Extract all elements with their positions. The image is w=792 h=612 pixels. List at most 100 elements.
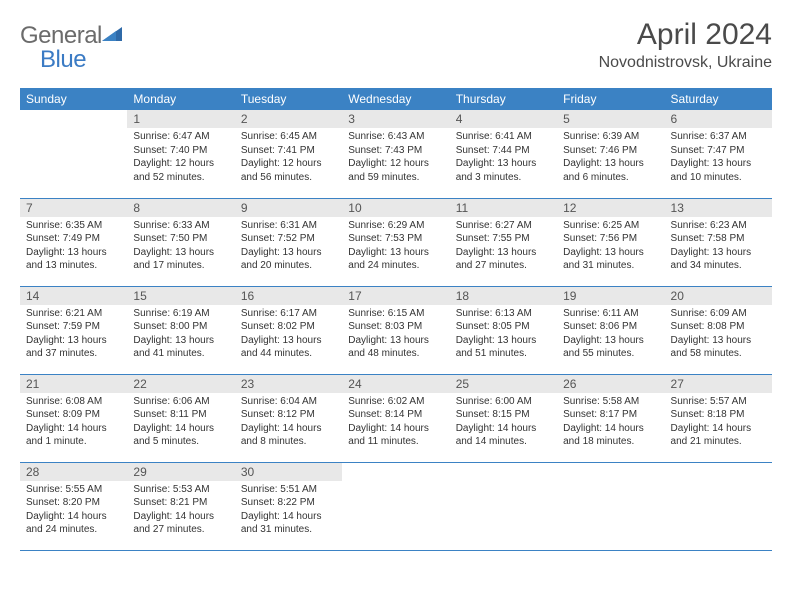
daylight-line: Daylight: 14 hours and 21 minutes. [671,422,766,449]
sunset-line: Sunset: 8:14 PM [348,408,443,422]
calendar-header-row: SundayMondayTuesdayWednesdayThursdayFrid… [20,88,772,110]
calendar-table: SundayMondayTuesdayWednesdayThursdayFrid… [20,88,772,551]
day-details: Sunrise: 6:33 AMSunset: 7:50 PMDaylight:… [127,217,234,277]
day-number: 26 [557,375,664,393]
calendar-day-cell: 29Sunrise: 5:53 AMSunset: 8:21 PMDayligh… [127,462,234,550]
sunset-line: Sunset: 8:21 PM [133,496,228,510]
location: Novodnistrovsk, Ukraine [599,54,772,72]
day-details: Sunrise: 6:15 AMSunset: 8:03 PMDaylight:… [342,305,449,365]
weekday-header: Friday [557,88,664,110]
day-details: Sunrise: 6:47 AMSunset: 7:40 PMDaylight:… [127,128,234,188]
daylight-line: Daylight: 13 hours and 6 minutes. [563,157,658,184]
day-details: Sunrise: 6:04 AMSunset: 8:12 PMDaylight:… [235,393,342,453]
daylight-line: Daylight: 13 hours and 41 minutes. [133,334,228,361]
day-number: 17 [342,287,449,305]
sunset-line: Sunset: 7:47 PM [671,144,766,158]
sunrise-line: Sunrise: 5:51 AM [241,483,336,497]
calendar-day-cell: 24Sunrise: 6:02 AMSunset: 8:14 PMDayligh… [342,374,449,462]
sunrise-line: Sunrise: 6:47 AM [133,130,228,144]
calendar-day-cell: 14Sunrise: 6:21 AMSunset: 7:59 PMDayligh… [20,286,127,374]
sunset-line: Sunset: 8:08 PM [671,320,766,334]
calendar-day-cell: 17Sunrise: 6:15 AMSunset: 8:03 PMDayligh… [342,286,449,374]
daylight-line: Daylight: 14 hours and 31 minutes. [241,510,336,537]
daylight-line: Daylight: 13 hours and 34 minutes. [671,246,766,273]
day-details: Sunrise: 5:55 AMSunset: 8:20 PMDaylight:… [20,481,127,541]
weekday-header: Saturday [665,88,772,110]
daylight-line: Daylight: 13 hours and 10 minutes. [671,157,766,184]
calendar-empty-cell [20,110,127,198]
calendar-day-cell: 4Sunrise: 6:41 AMSunset: 7:44 PMDaylight… [450,110,557,198]
calendar-week-row: 14Sunrise: 6:21 AMSunset: 7:59 PMDayligh… [20,286,772,374]
calendar-day-cell: 23Sunrise: 6:04 AMSunset: 8:12 PMDayligh… [235,374,342,462]
calendar-empty-cell [557,462,664,550]
calendar-day-cell: 6Sunrise: 6:37 AMSunset: 7:47 PMDaylight… [665,110,772,198]
calendar-day-cell: 10Sunrise: 6:29 AMSunset: 7:53 PMDayligh… [342,198,449,286]
calendar-day-cell: 20Sunrise: 6:09 AMSunset: 8:08 PMDayligh… [665,286,772,374]
day-number: 28 [20,463,127,481]
sunrise-line: Sunrise: 6:41 AM [456,130,551,144]
daylight-line: Daylight: 13 hours and 37 minutes. [26,334,121,361]
day-details: Sunrise: 6:00 AMSunset: 8:15 PMDaylight:… [450,393,557,453]
calendar-empty-cell [342,462,449,550]
sunset-line: Sunset: 8:11 PM [133,408,228,422]
daylight-line: Daylight: 13 hours and 27 minutes. [456,246,551,273]
daylight-line: Daylight: 13 hours and 55 minutes. [563,334,658,361]
sunrise-line: Sunrise: 6:09 AM [671,307,766,321]
calendar-day-cell: 5Sunrise: 6:39 AMSunset: 7:46 PMDaylight… [557,110,664,198]
day-number: 11 [450,199,557,217]
sunset-line: Sunset: 7:58 PM [671,232,766,246]
sunset-line: Sunset: 8:00 PM [133,320,228,334]
day-details: Sunrise: 6:37 AMSunset: 7:47 PMDaylight:… [665,128,772,188]
sunrise-line: Sunrise: 6:23 AM [671,219,766,233]
day-number: 16 [235,287,342,305]
daylight-line: Daylight: 14 hours and 27 minutes. [133,510,228,537]
weekday-header: Wednesday [342,88,449,110]
sunset-line: Sunset: 7:41 PM [241,144,336,158]
sunrise-line: Sunrise: 6:06 AM [133,395,228,409]
daylight-line: Daylight: 13 hours and 17 minutes. [133,246,228,273]
sunrise-line: Sunrise: 6:35 AM [26,219,121,233]
calendar-day-cell: 18Sunrise: 6:13 AMSunset: 8:05 PMDayligh… [450,286,557,374]
day-details: Sunrise: 6:23 AMSunset: 7:58 PMDaylight:… [665,217,772,277]
day-details: Sunrise: 6:41 AMSunset: 7:44 PMDaylight:… [450,128,557,188]
sunset-line: Sunset: 7:52 PM [241,232,336,246]
day-number: 6 [665,110,772,128]
day-details: Sunrise: 6:25 AMSunset: 7:56 PMDaylight:… [557,217,664,277]
sunrise-line: Sunrise: 6:43 AM [348,130,443,144]
sunrise-line: Sunrise: 6:31 AM [241,219,336,233]
calendar-day-cell: 1Sunrise: 6:47 AMSunset: 7:40 PMDaylight… [127,110,234,198]
logo-text-blue: Blue [40,46,86,74]
day-number: 18 [450,287,557,305]
sunset-line: Sunset: 8:02 PM [241,320,336,334]
sunset-line: Sunset: 8:18 PM [671,408,766,422]
calendar-day-cell: 3Sunrise: 6:43 AMSunset: 7:43 PMDaylight… [342,110,449,198]
daylight-line: Daylight: 14 hours and 8 minutes. [241,422,336,449]
day-details: Sunrise: 5:51 AMSunset: 8:22 PMDaylight:… [235,481,342,541]
calendar-week-row: 28Sunrise: 5:55 AMSunset: 8:20 PMDayligh… [20,462,772,550]
sunrise-line: Sunrise: 6:33 AM [133,219,228,233]
day-number: 2 [235,110,342,128]
title-block: April 2024 Novodnistrovsk, Ukraine [599,18,772,72]
weekday-header: Tuesday [235,88,342,110]
sunset-line: Sunset: 7:55 PM [456,232,551,246]
day-details: Sunrise: 6:43 AMSunset: 7:43 PMDaylight:… [342,128,449,188]
daylight-line: Daylight: 14 hours and 18 minutes. [563,422,658,449]
sunrise-line: Sunrise: 6:00 AM [456,395,551,409]
day-details: Sunrise: 6:13 AMSunset: 8:05 PMDaylight:… [450,305,557,365]
sunset-line: Sunset: 7:46 PM [563,144,658,158]
day-number: 24 [342,375,449,393]
weekday-header: Thursday [450,88,557,110]
sunset-line: Sunset: 7:56 PM [563,232,658,246]
daylight-line: Daylight: 14 hours and 11 minutes. [348,422,443,449]
sunrise-line: Sunrise: 6:27 AM [456,219,551,233]
month-title: April 2024 [599,18,772,52]
sunset-line: Sunset: 8:03 PM [348,320,443,334]
calendar-day-cell: 9Sunrise: 6:31 AMSunset: 7:52 PMDaylight… [235,198,342,286]
calendar-day-cell: 16Sunrise: 6:17 AMSunset: 8:02 PMDayligh… [235,286,342,374]
day-details: Sunrise: 6:29 AMSunset: 7:53 PMDaylight:… [342,217,449,277]
sunset-line: Sunset: 8:17 PM [563,408,658,422]
sunset-line: Sunset: 8:06 PM [563,320,658,334]
day-details: Sunrise: 6:31 AMSunset: 7:52 PMDaylight:… [235,217,342,277]
sunrise-line: Sunrise: 6:11 AM [563,307,658,321]
daylight-line: Daylight: 13 hours and 3 minutes. [456,157,551,184]
